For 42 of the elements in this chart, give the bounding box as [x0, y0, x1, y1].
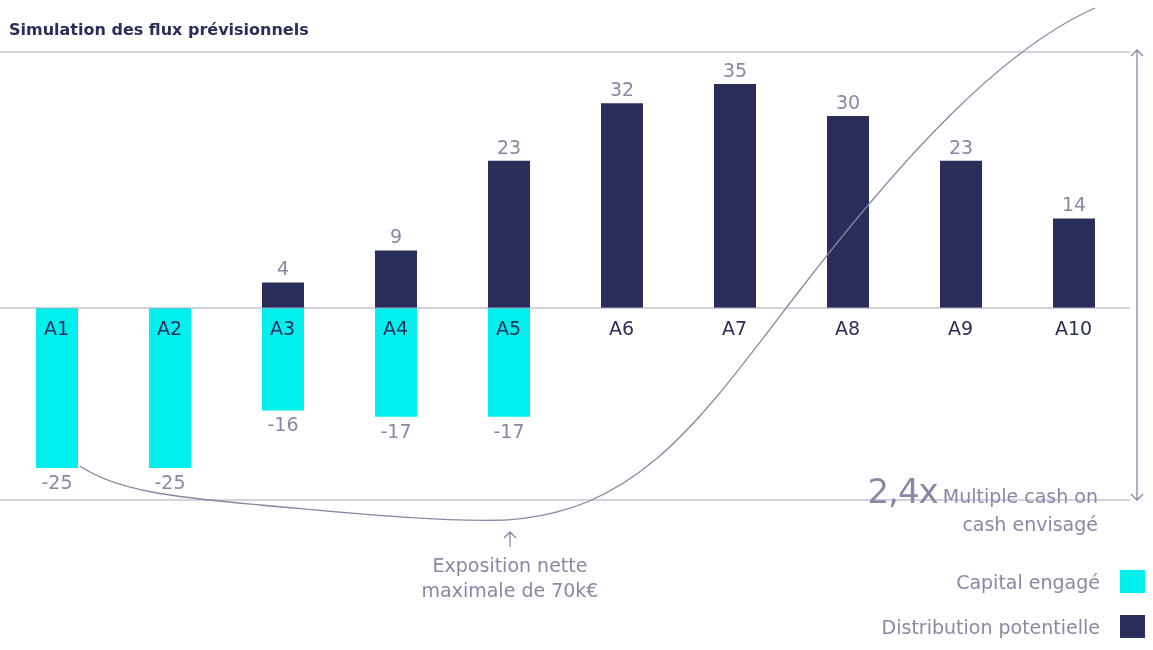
data-label: 14 — [1061, 193, 1087, 216]
bar — [488, 308, 530, 417]
bar — [375, 308, 417, 417]
legend-label: Capital engagé — [956, 570, 1100, 593]
bar — [601, 103, 643, 308]
x-tick-label: A4 — [382, 317, 409, 339]
bar — [940, 160, 982, 308]
bar — [149, 308, 191, 468]
bar — [36, 308, 78, 468]
data-label: 9 — [389, 225, 403, 248]
data-label: 23 — [948, 135, 974, 158]
text: Exposition nette maximale de 70k€ — [420, 553, 600, 603]
x-tick-label: A7 — [721, 317, 748, 339]
chart-title: Simulation des flux prévisionnels — [9, 20, 309, 39]
data-label: 30 — [835, 91, 861, 113]
x-tick-label: A1 — [43, 317, 70, 339]
x-tick-label: A3 — [269, 317, 296, 339]
bar — [827, 116, 869, 308]
data-label: -17 — [380, 419, 412, 442]
bar — [488, 160, 530, 308]
data-label: 35 — [722, 59, 748, 81]
x-tick-label: A9 — [947, 317, 974, 339]
x-tick-label: A8 — [834, 317, 861, 339]
data-label: 23 — [496, 135, 522, 158]
bar — [375, 250, 417, 308]
x-tick-label: A10 — [1054, 317, 1093, 339]
bar — [262, 308, 304, 411]
bar — [1053, 218, 1095, 308]
data-label: -16 — [267, 413, 299, 436]
data-label: 32 — [609, 78, 635, 101]
x-tick-label: A5 — [495, 317, 522, 339]
x-tick-label: A2 — [156, 317, 183, 339]
bar — [262, 282, 304, 308]
annotation: 2,4x — [867, 471, 938, 511]
annotation: Multiple cash on cash envisagé — [942, 485, 1098, 535]
data-label: -17 — [493, 419, 525, 442]
data-label: -25 — [41, 471, 73, 493]
legend-label: Distribution potentielle — [881, 615, 1100, 638]
data-label: -25 — [154, 471, 186, 493]
x-tick-label: A6 — [608, 317, 635, 339]
data-label: 4 — [276, 257, 290, 280]
bar — [714, 84, 756, 308]
